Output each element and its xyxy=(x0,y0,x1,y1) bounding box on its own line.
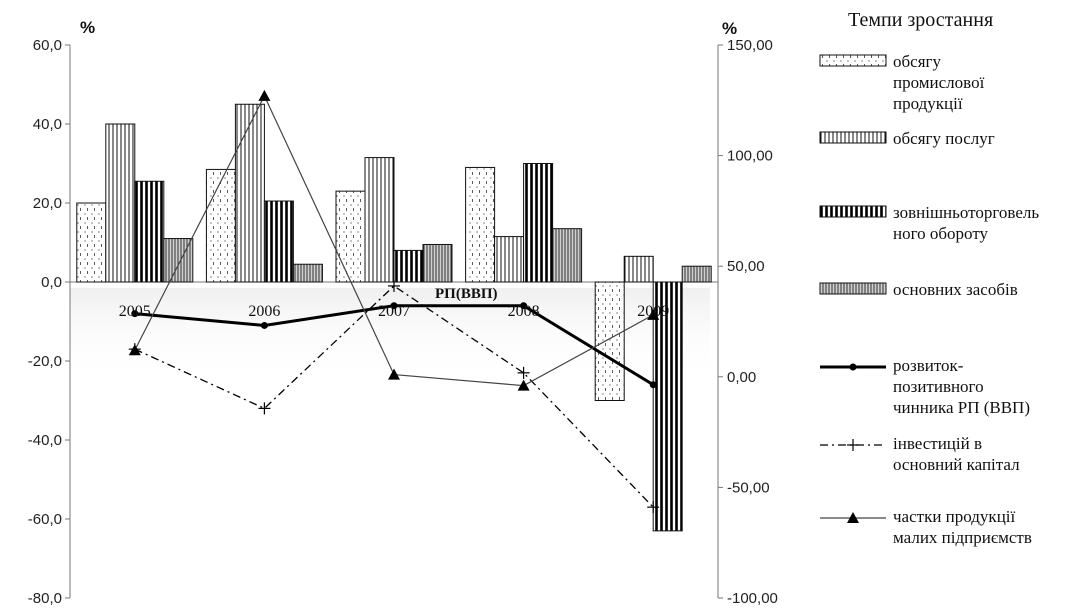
legend-label: обсягу xyxy=(893,52,941,71)
left-tick-label: -60,0 xyxy=(28,511,62,528)
category-label-2009: 2009 xyxy=(637,303,669,320)
marker-solid-bold-dot-2005 xyxy=(131,310,139,318)
gdp-annotation: РП(ВВП) xyxy=(435,286,498,302)
bar-vlines-bold-2008 xyxy=(523,163,554,283)
bar-vlines-bold-2009 xyxy=(652,281,683,532)
left-tick-label: 40,0 xyxy=(33,116,62,133)
marker-solid-bold-dot-2009 xyxy=(649,381,657,389)
right-tick-label: 100,00 xyxy=(727,148,773,165)
right-tick-label: 150,00 xyxy=(727,37,773,54)
legend-label: продукції xyxy=(893,94,963,113)
bar-vlines-light-2008 xyxy=(494,236,525,283)
legend-label: частки продукції xyxy=(893,507,1016,526)
category-label-2006: 2006 xyxy=(248,303,280,320)
left-axis-unit: % xyxy=(80,18,95,37)
marker-solid-bold-dot-2007 xyxy=(390,302,398,310)
left-tick-label: 20,0 xyxy=(33,195,62,212)
legend-label: розвиток- xyxy=(893,356,964,375)
legend-swatch-vlines-bold xyxy=(819,205,887,218)
legend-label: позитивного xyxy=(893,377,984,396)
marker-dashdot-plus-2008 xyxy=(517,366,530,379)
bar-vlines-dense-2009 xyxy=(681,265,712,283)
legend-swatch-vlines-dense xyxy=(819,282,887,295)
bar-dots-2006 xyxy=(205,168,236,283)
bar-vlines-bold-2005 xyxy=(134,180,165,283)
legend: Темпи зростання обсягу промислової продукц… xyxy=(819,9,1039,547)
bar-dots-2009 xyxy=(594,281,625,401)
legend-label: обсягу послуг xyxy=(893,129,995,148)
marker-thin-triangle-2008 xyxy=(517,379,530,391)
bar-vlines-bold-2007 xyxy=(393,249,424,283)
bar-dots-2005 xyxy=(76,202,107,283)
right-tick-label: -50,00 xyxy=(727,479,770,496)
lines xyxy=(128,89,660,514)
legend-marker-thin-triangle xyxy=(847,512,859,523)
marker-thin-triangle-2009 xyxy=(647,308,660,320)
left-tick-label: -80,0 xyxy=(28,590,62,607)
left-axis-ticks: 60,0 40,0 20,0 0,0 -20,0 -40,0 -60,0 -80,0 xyxy=(28,37,70,607)
bar-dots-2008 xyxy=(465,166,496,283)
legend-label: зовнішньоторговель xyxy=(893,203,1039,222)
left-tick-label: -40,0 xyxy=(28,432,62,449)
bar-vlines-dense-2006 xyxy=(292,263,323,283)
marker-thin-triangle-2007 xyxy=(388,368,400,380)
marker-solid-bold-dot-2008 xyxy=(520,302,528,310)
legend-label: інвестицій в xyxy=(893,434,982,453)
category-label-2008: 2008 xyxy=(508,303,540,320)
bar-vlines-dense-2007 xyxy=(422,243,453,283)
right-tick-label: -100,00 xyxy=(727,590,778,607)
bar-dots-2007 xyxy=(335,190,366,283)
left-tick-label: 60,0 xyxy=(33,37,62,54)
category-label-2005: 2005 xyxy=(119,303,151,320)
left-tick-label: 0,0 xyxy=(41,274,62,291)
legend-title: Темпи зростання xyxy=(848,9,993,31)
legend-label: основний капітал xyxy=(893,455,1020,474)
bar-vlines-bold-2006 xyxy=(263,200,294,283)
marker-solid-bold-dot-2006 xyxy=(260,321,268,329)
marker-dashdot-plus-2007 xyxy=(388,279,400,292)
line-dashdot-plus xyxy=(134,285,654,508)
marker-dashdot-plus-2009 xyxy=(647,501,660,514)
legend-marker-solid-bold-dot xyxy=(849,363,857,371)
legend-label: основних засобів xyxy=(893,280,1018,299)
bar-vlines-light-2005 xyxy=(105,123,136,283)
bar-vlines-light-2009 xyxy=(623,255,654,283)
marker-thin-triangle-2005 xyxy=(128,344,141,356)
category-label-2007: 2007 xyxy=(378,303,410,320)
year-labels: 2005 2006 2007 2008 2009 xyxy=(119,303,669,320)
right-axis-ticks: 150,00 100,00 50,00 0,00 -50,00 -100,00 xyxy=(718,37,778,607)
bar-vlines-dense-2008 xyxy=(552,228,583,283)
bar-vlines-light-2006 xyxy=(234,103,265,283)
legend-label: малих підприємств xyxy=(893,528,1032,547)
legend-label: чинника РП (ВВП) xyxy=(893,398,1030,417)
legend-marker-dashdot-plus xyxy=(847,439,859,451)
marker-thin-triangle-2006 xyxy=(258,89,271,101)
legend-label: ного обороту xyxy=(893,224,989,243)
bars xyxy=(76,103,712,532)
bar-vlines-light-2007 xyxy=(364,157,395,283)
legend-label: промислової xyxy=(893,73,985,92)
marker-dashdot-plus-2006 xyxy=(258,402,271,415)
right-tick-label: 50,00 xyxy=(727,258,765,275)
left-tick-label: -20,0 xyxy=(28,353,62,370)
legend-swatch-vlines-light xyxy=(819,131,887,144)
right-tick-label: 0,00 xyxy=(727,369,756,386)
legend-swatch-dots xyxy=(819,54,887,67)
right-axis-unit: % xyxy=(722,19,737,38)
